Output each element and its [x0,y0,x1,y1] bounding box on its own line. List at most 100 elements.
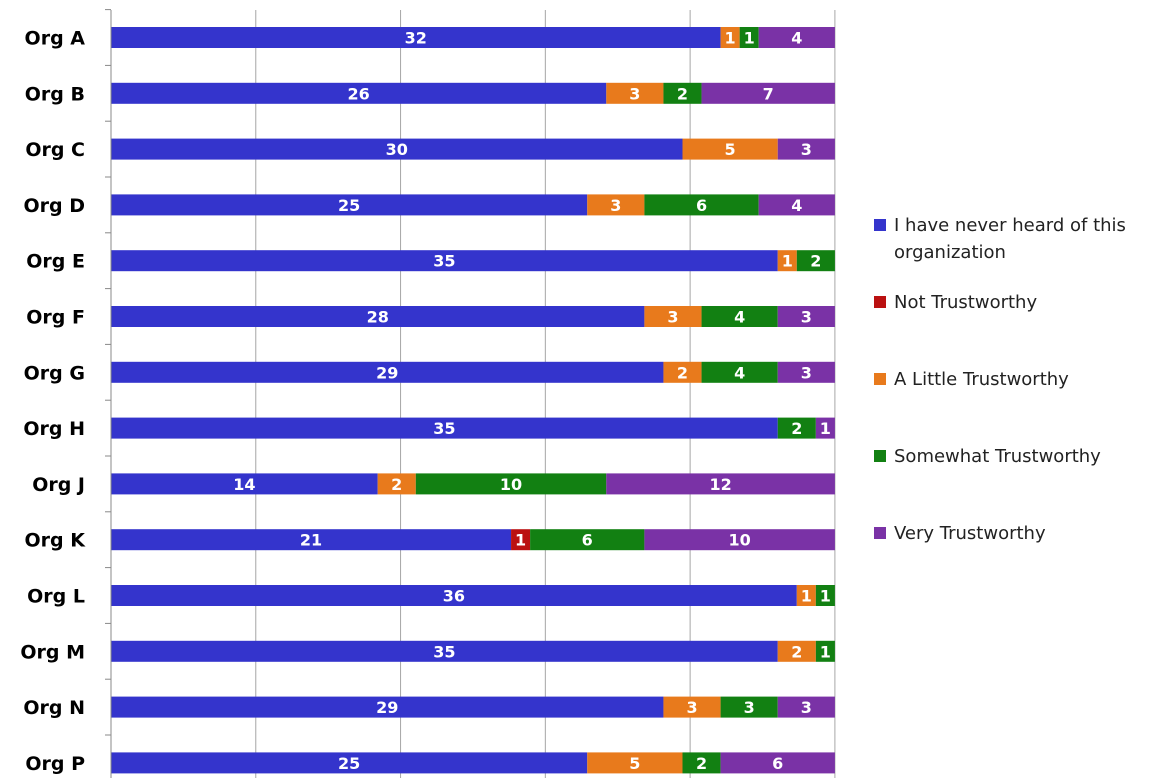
category-label: Org M [20,641,85,663]
category-label: Org H [23,418,85,440]
data-label: 1 [744,29,755,48]
legend-label: A Little Trustworthy [894,369,1069,390]
data-label: 3 [744,698,755,717]
data-label: 3 [801,698,812,717]
bar-segment [777,696,835,718]
data-label: 35 [433,419,455,438]
bar-segment [777,138,835,160]
bar-segment [377,473,416,495]
bar-segment [530,529,645,551]
data-label: 21 [300,531,322,550]
category-label: Org G [24,362,85,384]
data-label: 2 [677,363,688,382]
bar-segment [111,250,778,272]
bar-segment [415,473,607,495]
legend-swatch [874,527,886,539]
data-label: 3 [801,308,812,327]
legend-item-very-trustworthy: Very Trustworthy [874,520,1164,547]
bar-segment [606,82,664,104]
category-label: Org L [27,586,85,608]
bar-segment [644,194,759,216]
bar-segment [701,361,778,383]
bar-segment [111,27,721,48]
data-label: 3 [801,140,812,159]
bar-segment [111,138,683,160]
legend-item-never-heard: I have never heard of this organization [874,212,1164,266]
bar-segment [720,696,778,718]
bar-segment [777,361,835,383]
bar-segment [796,250,835,272]
bar-segment [587,752,683,774]
bar-segment [720,752,835,774]
data-label: 5 [725,140,736,159]
category-label: Org D [23,195,85,217]
category-label: Org J [32,474,85,496]
data-label: 29 [376,698,398,717]
data-label: 29 [376,363,398,382]
bar-segment [682,752,721,774]
legend-item-somewhat-trustworthy: Somewhat Trustworthy [874,443,1164,470]
bar-segment [111,640,778,662]
data-label: 1 [820,587,831,606]
data-label: 4 [791,29,802,48]
bar-segment [644,306,702,327]
data-label: 35 [433,252,455,271]
data-label: 3 [801,363,812,382]
bar-segment [815,417,835,439]
data-label: 7 [763,84,774,103]
data-label: 32 [405,29,427,48]
data-label: 6 [582,531,593,550]
bar-segment [701,82,835,104]
data-label: 28 [367,308,389,327]
data-label: 4 [734,308,745,327]
data-label: 2 [391,475,402,494]
legend-item-a-little-trustworthy: A Little Trustworthy [874,366,1164,393]
data-label: 4 [791,196,802,215]
bar-segment [777,306,835,327]
bar-segment [796,585,816,606]
data-label: 2 [810,252,821,271]
bar-segment [701,306,778,327]
bar-segment [511,529,531,551]
legend-item-not-trustworthy: Not Trustworthy [874,289,1164,316]
bar-segment [815,640,835,662]
bar-segment [606,473,835,495]
bar-segment [111,696,664,718]
bar-segment [815,585,835,606]
data-label: 26 [348,84,370,103]
data-label: 1 [515,531,526,550]
data-label: 5 [629,754,640,773]
data-label: 14 [233,475,255,494]
data-label: 36 [443,587,465,606]
data-label: 1 [801,587,812,606]
bar-segment [111,194,588,216]
legend-label: I have never heard of this organization [894,215,1126,263]
data-label: 3 [667,308,678,327]
data-label: 1 [725,29,736,48]
bars: 32 1 1 426 3 2 730 5 325 3 6 435 1 228 3 4 329 2 4 335 2 114 2… [111,27,835,774]
category-label: Org P [25,753,85,775]
data-label: 3 [686,698,697,717]
bar-segment [111,82,607,104]
bar-segment [111,361,664,383]
bar-segment [111,585,797,606]
data-label: 6 [772,754,783,773]
bar-segment [682,138,778,160]
gridlines [255,10,836,778]
data-label: 6 [696,196,707,215]
bar-segment [777,640,816,662]
data-label: 25 [338,754,360,773]
data-label: 1 [820,419,831,438]
bar-segment [720,27,740,48]
category-label: Org C [25,139,85,161]
legend-label: Somewhat Trustworthy [894,446,1101,467]
bar-segment [111,752,588,774]
bar-segment [777,250,797,272]
legend-swatch [874,296,886,308]
bar-segment [758,194,835,216]
category-label: Org K [25,530,87,552]
bar-segment [111,473,378,495]
data-label: 2 [791,419,802,438]
data-label: 2 [696,754,707,773]
